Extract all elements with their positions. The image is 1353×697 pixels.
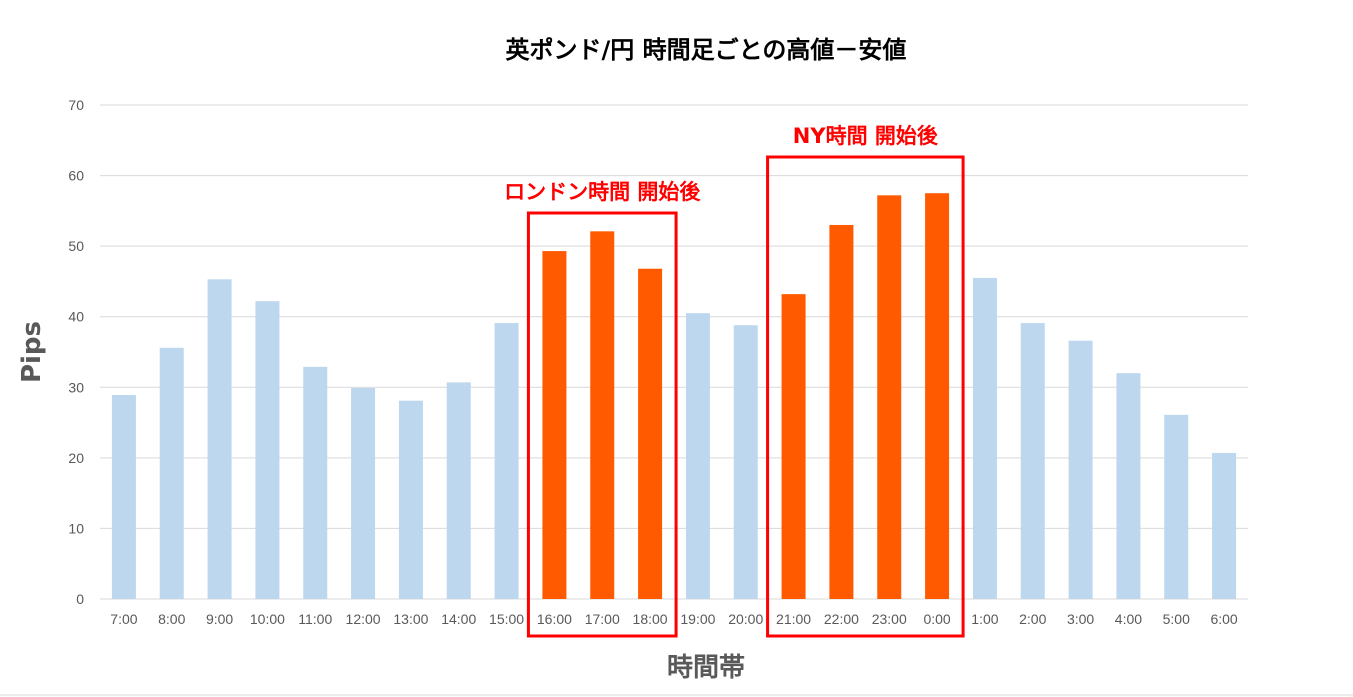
y-tick-label: 50: [68, 238, 84, 254]
x-tick-label: 20:00: [728, 611, 763, 627]
bar-1800: [638, 268, 663, 599]
bar-900: [207, 279, 232, 599]
y-tick-label: 0: [76, 591, 84, 607]
y-tick-label: 60: [68, 168, 84, 184]
y-tick-label: 20: [68, 450, 84, 466]
bar-300: [1068, 340, 1093, 599]
x-tick-label: 0:00: [923, 611, 950, 627]
y-tick-label: 40: [68, 309, 84, 325]
x-axis-ticks: 7:00 8:00 9:00 10:00 11:00 12:00 13:00 14:00 15:…: [110, 611, 1238, 627]
bar-1400: [446, 382, 471, 599]
bar-400: [1116, 373, 1141, 599]
highlight-box: [526, 211, 678, 638]
x-tick-label: 12:00: [346, 611, 381, 627]
bar-2100: [781, 294, 806, 599]
bar-1100: [303, 366, 328, 599]
x-tick-label: 6:00: [1210, 611, 1237, 627]
bar-1600: [542, 251, 567, 599]
annotation-label: ロンドン時間 開始後: [504, 180, 701, 204]
x-tick-label: 21:00: [776, 611, 811, 627]
bar-700: [111, 395, 136, 599]
bar-1300: [398, 400, 423, 599]
bar-600: [1212, 452, 1237, 599]
bar-1700: [590, 231, 615, 599]
bar-200: [1020, 323, 1045, 599]
y-tick-label: 30: [68, 379, 84, 395]
highlight-box: [766, 155, 965, 638]
y-tick-label: 10: [68, 520, 84, 536]
chart-title: 英ポンド/円 時間足ごとの高値－安値: [506, 36, 907, 64]
x-tick-label: 16:00: [537, 611, 572, 627]
x-tick-label: 11:00: [298, 611, 332, 627]
x-tick-label: 13:00: [393, 611, 428, 627]
x-tick-label: 8:00: [158, 611, 185, 627]
bar-2000: [733, 325, 758, 599]
x-tick-label: 10:00: [250, 611, 285, 627]
x-tick-label: 2:00: [1019, 611, 1046, 627]
x-tick-label: 7:00: [110, 611, 137, 627]
bar-2200: [829, 224, 854, 599]
x-tick-label: 19:00: [680, 611, 715, 627]
bar-100: [972, 277, 997, 599]
bar-500: [1164, 414, 1189, 599]
bar-2300: [877, 195, 902, 599]
bars: [111, 193, 1237, 599]
annotation-label: NY時間 開始後: [793, 124, 939, 148]
x-axis-label: 時間帯: [667, 653, 745, 683]
bar-1000: [255, 301, 280, 599]
x-tick-label: 23:00: [872, 611, 907, 627]
annotations: ロンドン時間 開始後 NY時間 開始後: [504, 124, 965, 638]
y-axis-ticks: 0 10 20 30 40 50 60 70: [68, 97, 84, 607]
bar-800: [159, 347, 184, 599]
bar-000: [925, 193, 950, 599]
x-tick-label: 22:00: [824, 611, 859, 627]
x-tick-label: 14:00: [441, 611, 476, 627]
bar-1500: [494, 323, 519, 599]
x-tick-label: 18:00: [633, 611, 668, 627]
y-tick-label: 70: [68, 97, 84, 113]
bar-1200: [351, 387, 376, 599]
x-tick-label: 1:00: [971, 611, 998, 627]
y-axis-label: Pips: [17, 321, 47, 383]
bar-1900: [685, 313, 710, 599]
x-tick-label: 4:00: [1115, 611, 1142, 627]
x-tick-label: 9:00: [206, 611, 233, 627]
grid: [100, 104, 1248, 600]
x-tick-label: 17:00: [585, 611, 620, 627]
x-tick-label: 5:00: [1163, 611, 1190, 627]
x-tick-label: 3:00: [1067, 611, 1094, 627]
x-tick-label: 15:00: [489, 611, 524, 627]
